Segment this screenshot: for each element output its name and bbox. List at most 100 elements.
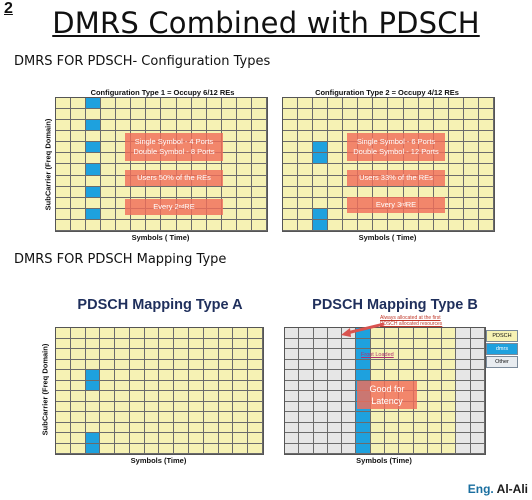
resource-element xyxy=(399,443,414,454)
legend-dmrs: dmrs xyxy=(486,343,518,355)
resource-element xyxy=(100,412,116,423)
resource-element xyxy=(189,370,204,381)
resource-element xyxy=(370,349,385,360)
resource-element xyxy=(463,153,479,165)
resource-element xyxy=(285,422,300,433)
resource-element xyxy=(342,401,357,412)
resource-element xyxy=(115,422,130,433)
resource-element xyxy=(85,359,101,370)
resource-element xyxy=(144,359,160,370)
resource-element xyxy=(478,219,494,231)
resource-element xyxy=(248,349,263,360)
resource-element xyxy=(370,359,385,370)
resource-element xyxy=(115,349,130,360)
resource-element xyxy=(448,131,464,143)
resource-element xyxy=(174,349,190,360)
resource-element xyxy=(100,391,116,402)
resource-element xyxy=(248,433,263,444)
resource-element xyxy=(131,98,147,110)
resource-element xyxy=(71,219,87,231)
resource-element xyxy=(248,380,263,391)
resource-element xyxy=(56,186,72,198)
resource-element xyxy=(342,359,357,370)
resource-element xyxy=(144,338,160,349)
resource-element xyxy=(86,175,102,187)
resource-element xyxy=(427,412,443,423)
resource-element xyxy=(373,219,389,231)
resource-element xyxy=(85,401,101,412)
resource-element xyxy=(478,208,494,220)
mapping-type-a-title: PDSCH Mapping Type A xyxy=(77,297,243,313)
resource-element xyxy=(328,197,344,209)
resource-element xyxy=(251,164,267,176)
resource-element xyxy=(86,164,102,176)
resource-element xyxy=(470,359,485,370)
resource-element xyxy=(448,197,464,209)
resource-element xyxy=(56,131,72,143)
resource-element xyxy=(56,370,71,381)
resource-element xyxy=(478,142,494,154)
resource-element xyxy=(56,142,72,154)
resource-element xyxy=(70,338,86,349)
resource-element xyxy=(299,370,314,381)
resource-element xyxy=(70,328,86,339)
resource-element xyxy=(161,98,177,110)
config-type1-frequency-suffix: nd xyxy=(178,203,185,210)
resource-element xyxy=(101,98,117,110)
resource-element xyxy=(115,370,130,381)
resource-element xyxy=(298,142,314,154)
slide-number: 2 xyxy=(4,0,13,17)
config-type2-frequency-unit: RE xyxy=(405,199,417,209)
resource-element xyxy=(358,219,374,231)
resource-element xyxy=(218,422,234,433)
resource-element xyxy=(100,338,116,349)
resource-element xyxy=(285,349,300,360)
resource-element xyxy=(115,391,130,402)
resource-element xyxy=(470,338,485,349)
resource-element xyxy=(343,98,359,110)
resource-element xyxy=(218,359,234,370)
resource-element xyxy=(174,328,190,339)
resource-element xyxy=(233,443,249,454)
resource-element xyxy=(248,412,263,423)
resource-element xyxy=(70,412,86,423)
resource-element xyxy=(343,219,359,231)
resource-element xyxy=(251,208,267,220)
mapping-type-a-resource-grid xyxy=(55,327,264,455)
resource-element xyxy=(144,328,160,339)
resource-element xyxy=(174,391,190,402)
resource-element xyxy=(463,197,479,209)
config-type2-title: Configuration Type 2 = Occupy 4/12 REs xyxy=(315,88,459,97)
resource-element xyxy=(373,208,389,220)
resource-element xyxy=(427,370,443,381)
always-allocated-callout: Always allocated at the first PDSCH allo… xyxy=(380,315,442,328)
resource-element xyxy=(129,401,145,412)
resource-element xyxy=(203,370,219,381)
resource-element xyxy=(356,433,371,444)
resource-element xyxy=(251,131,267,143)
resource-element xyxy=(427,401,443,412)
resource-element xyxy=(403,208,419,220)
resource-element xyxy=(403,109,419,121)
resource-element xyxy=(456,412,471,423)
resource-element xyxy=(470,328,485,339)
resource-element xyxy=(456,380,471,391)
resource-element xyxy=(313,401,328,412)
resource-element xyxy=(356,412,371,423)
resource-element xyxy=(448,219,464,231)
resource-element xyxy=(313,153,329,165)
resource-element xyxy=(221,186,237,198)
resource-element xyxy=(70,391,86,402)
resource-element xyxy=(100,422,116,433)
resource-element xyxy=(313,433,328,444)
resource-element xyxy=(71,186,87,198)
resource-element xyxy=(403,120,419,132)
author-signature: Eng. Al-Ali xyxy=(468,482,528,496)
resource-element xyxy=(115,412,130,423)
resource-element xyxy=(283,208,299,220)
resource-element xyxy=(413,349,428,360)
resource-element xyxy=(478,153,494,165)
resource-element xyxy=(221,120,237,132)
resource-element xyxy=(478,197,494,209)
